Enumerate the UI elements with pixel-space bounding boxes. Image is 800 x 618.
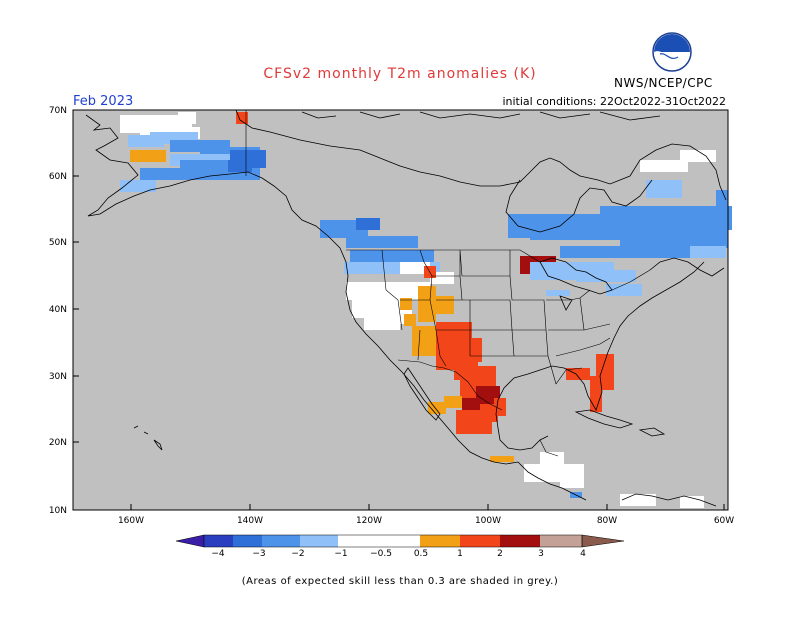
organization-label: NWS/NCEP/CPC (614, 76, 713, 90)
lat-label: 20N (49, 438, 67, 448)
map-frame (72, 109, 729, 511)
colorbar-label: 0.5 (414, 549, 428, 559)
colorbar-label: 1 (457, 549, 463, 559)
lon-label: 60W (714, 516, 734, 526)
colorbar-swatch (338, 535, 380, 547)
lat-label: 40N (49, 305, 67, 315)
colorbar-swatch (262, 535, 300, 547)
colorbar-swatch (420, 535, 460, 547)
lon-label: 100W (475, 516, 501, 526)
colorbar-label: 2 (497, 549, 503, 559)
colorbar: −4 −3 −2 −1 −0.5 0.5 1 2 3 4 (175, 534, 625, 559)
lat-label: 70N (49, 106, 67, 116)
noaa-logo-icon (652, 32, 692, 72)
colorbar-swatch (460, 535, 500, 547)
colorbar-swatch (500, 535, 540, 547)
colorbar-swatch (540, 535, 582, 547)
colorbar-label: −3 (252, 549, 265, 559)
lon-label: 160W (118, 516, 144, 526)
skill-footnote: (Areas of expected skill less than 0.3 a… (241, 576, 559, 587)
colorbar-swatch (204, 535, 233, 547)
lon-label: 120W (356, 516, 382, 526)
colorbar-label: 4 (580, 549, 586, 559)
colorbar-swatch (233, 535, 262, 547)
initial-conditions: initial conditions: 22Oct2022-31Oct2022 (502, 95, 726, 108)
lat-label: 50N (49, 238, 67, 248)
colorbar-label: 3 (538, 549, 544, 559)
lat-label: 60N (49, 172, 67, 182)
colorbar-label: −1 (334, 549, 347, 559)
lon-label: 80W (597, 516, 617, 526)
forecast-month: Feb 2023 (73, 94, 134, 109)
anomaly-map (73, 109, 732, 510)
lat-label: 10N (49, 506, 67, 516)
chart-title: CFSv2 monthly T2m anomalies (K) (263, 66, 537, 82)
colorbar-label: −0.5 (370, 549, 392, 559)
colorbar-swatch (380, 535, 420, 547)
colorbar-label: −2 (291, 549, 304, 559)
colorbar-arrow-high (581, 534, 625, 548)
colorbar-swatch (300, 535, 338, 547)
colorbar-label: −4 (211, 549, 225, 559)
lat-label: 30N (49, 372, 67, 382)
lon-label: 140W (237, 516, 263, 526)
colorbar-arrow-low (175, 534, 205, 548)
